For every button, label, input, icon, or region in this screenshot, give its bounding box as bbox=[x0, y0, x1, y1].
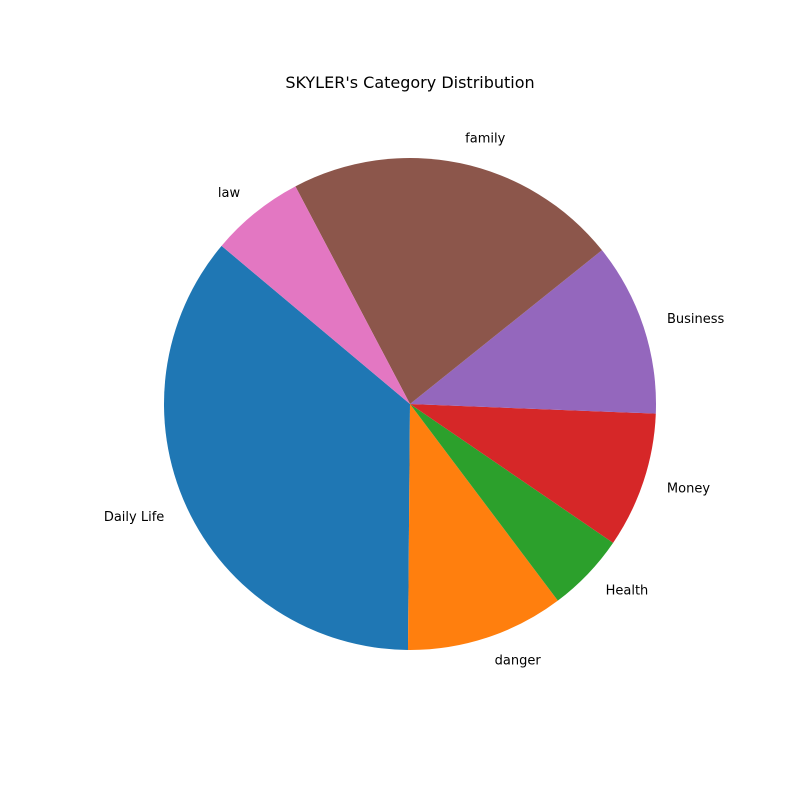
pie-label-money: Money bbox=[667, 481, 710, 496]
pie-slice-law bbox=[221, 186, 410, 404]
pie-label-health: Health bbox=[606, 583, 649, 598]
pie-label-danger: danger bbox=[495, 654, 542, 669]
pie-slices bbox=[163, 157, 656, 650]
pie-slice-family bbox=[295, 157, 602, 404]
pie-label-daily-life: Daily Life bbox=[104, 510, 164, 525]
pie-label-family: family bbox=[465, 132, 505, 147]
pie-slice-health bbox=[410, 404, 614, 601]
pie-slice-business bbox=[410, 250, 656, 414]
pie-slice-danger bbox=[407, 404, 558, 650]
pie-label-law: law bbox=[218, 186, 241, 201]
chart-title: SKYLER's Category Distribution bbox=[285, 73, 534, 92]
pie-slice-daily-life bbox=[163, 245, 410, 650]
pie-slice-money bbox=[410, 404, 656, 543]
pie-labels: Daily Life danger Health Money Business famil… bbox=[104, 132, 725, 669]
pie-label-business: Business bbox=[667, 312, 725, 327]
